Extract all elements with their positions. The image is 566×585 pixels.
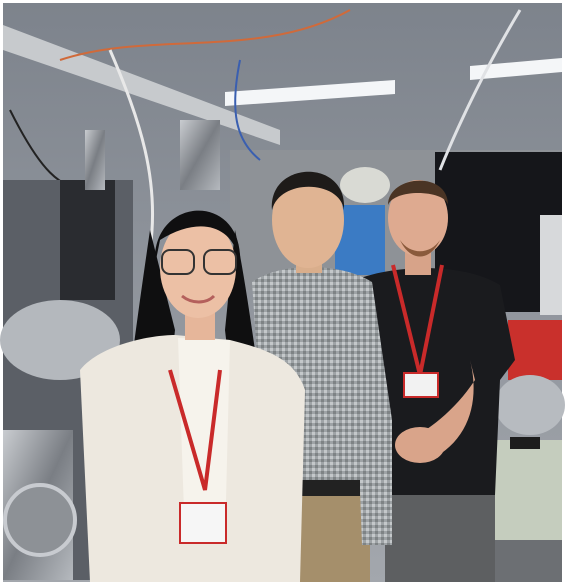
hands — [395, 427, 445, 463]
glasses — [203, 249, 237, 275]
port-window — [3, 483, 77, 557]
hair — [388, 180, 448, 205]
trousers — [385, 490, 495, 582]
cable — [59, 9, 351, 61]
ceiling-beam — [3, 25, 280, 145]
cable — [108, 49, 155, 251]
face — [388, 180, 448, 256]
vacuum-flange — [85, 130, 105, 190]
red-device — [508, 320, 562, 380]
lanyard — [168, 369, 222, 491]
badge — [403, 372, 439, 398]
smile — [181, 294, 216, 304]
hair — [271, 171, 345, 210]
vacuum-chamber — [60, 180, 115, 300]
cable — [234, 59, 261, 161]
green-box — [490, 440, 562, 540]
cable — [438, 9, 522, 171]
khaki-pants — [295, 490, 370, 582]
ceiling-light — [225, 80, 395, 106]
hair — [154, 210, 241, 265]
badge — [179, 502, 227, 544]
foil — [0, 300, 120, 380]
glasses — [161, 249, 195, 275]
foil — [495, 375, 565, 435]
belt — [300, 480, 360, 496]
rack — [540, 215, 562, 315]
ceiling-light — [470, 58, 562, 80]
face — [160, 218, 236, 318]
plastic-bag — [340, 167, 390, 203]
floor-equipment — [495, 540, 562, 582]
vacuum-flange — [180, 120, 220, 190]
beard — [400, 240, 440, 257]
checked-shirt — [252, 267, 392, 545]
face — [272, 172, 344, 268]
display — [510, 437, 540, 449]
